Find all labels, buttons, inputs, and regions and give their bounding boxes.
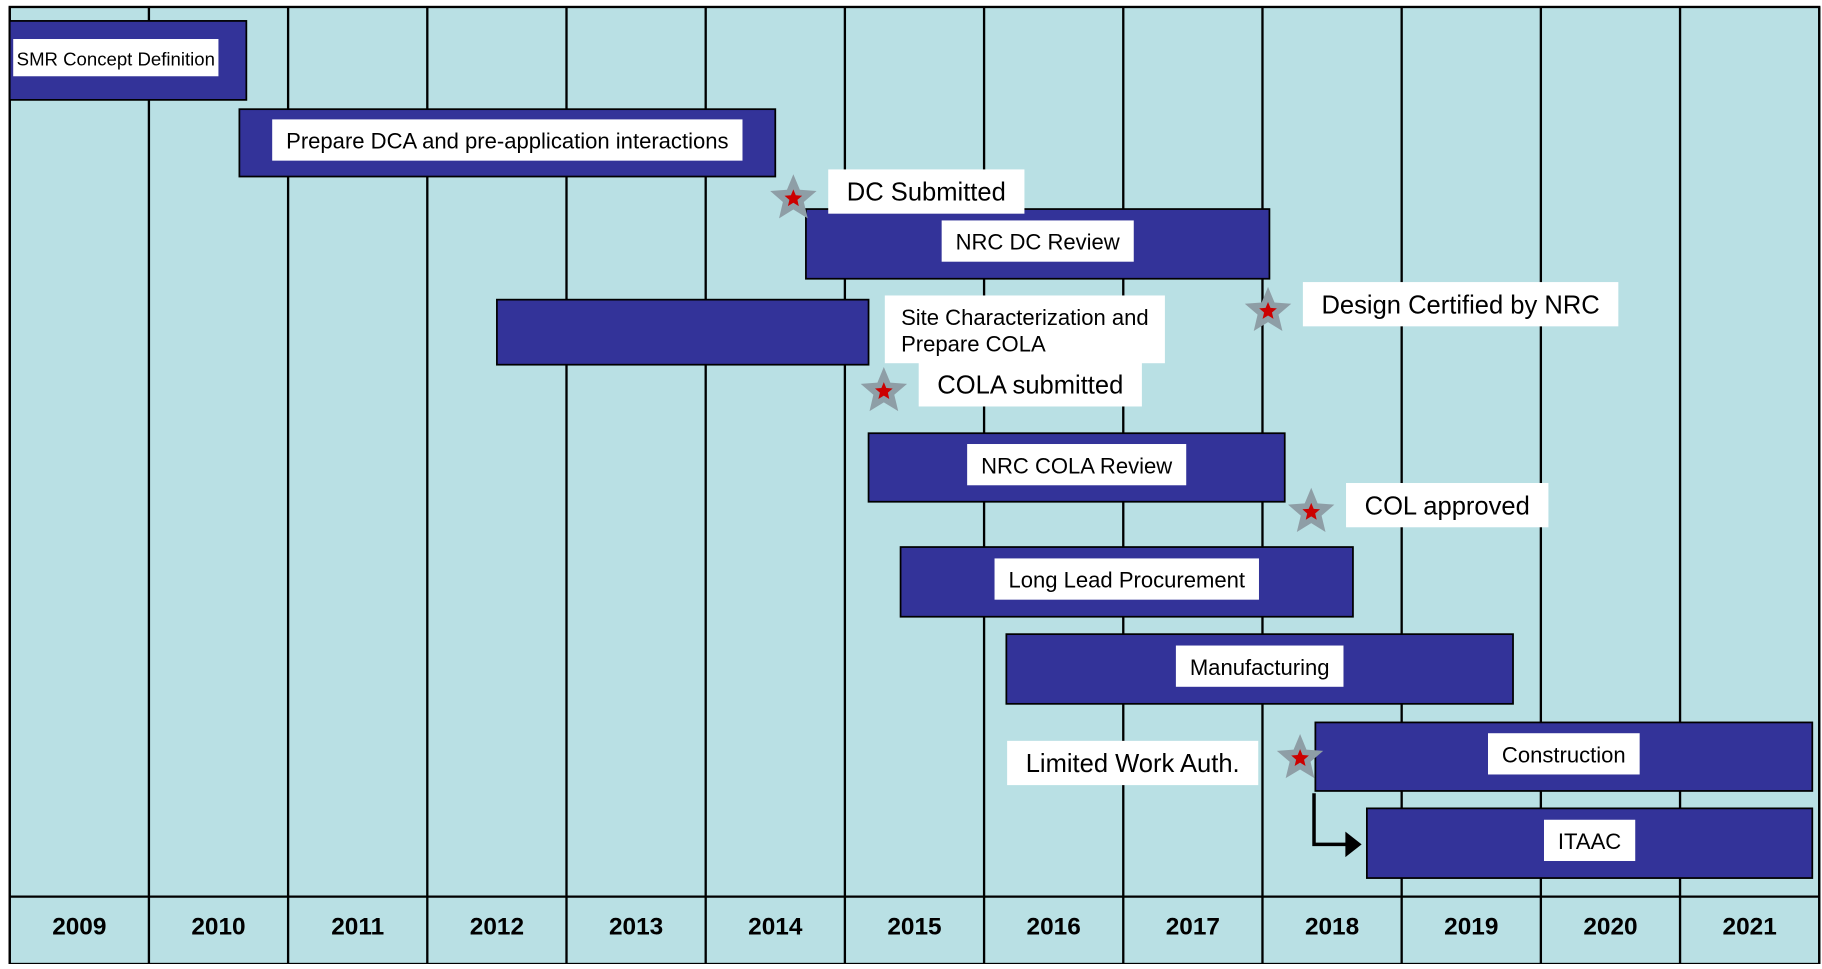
milestone-core [1291, 749, 1309, 766]
task-label: COLA submitted [937, 372, 1123, 400]
label-group: COLA submitted [918, 362, 1142, 407]
label-group: Construction [1488, 733, 1640, 775]
label-group: Design Certified by NRC [1302, 282, 1619, 327]
label-box [272, 119, 743, 161]
x-tick-label: 2014 [748, 913, 803, 940]
label-box [1346, 483, 1549, 528]
label-box [918, 362, 1142, 407]
task-bar [496, 298, 870, 366]
label-box [967, 444, 1187, 486]
label-box [828, 169, 1025, 214]
label-line: Site Characterization and [901, 305, 1149, 330]
milestone-core [1302, 502, 1321, 520]
milestone-core [874, 382, 893, 399]
label-box [994, 558, 1259, 600]
arrow-head [1345, 831, 1362, 858]
milestone-core [1259, 301, 1277, 319]
label-group: SMR Concept Definition [13, 39, 219, 77]
x-tick-label: 2010 [191, 913, 245, 940]
label-box [1543, 819, 1636, 862]
task-label: Limited Work Auth. [1026, 750, 1240, 778]
x-tick-label: 2020 [1583, 913, 1637, 940]
x-tick-label: 2017 [1166, 913, 1220, 940]
label-group: Limited Work Auth. [1007, 740, 1259, 786]
label-group: Prepare DCA and pre-application interact… [272, 119, 743, 161]
x-tick-label: 2015 [887, 913, 941, 940]
task-label: Construction [1502, 743, 1626, 768]
label-box [1007, 740, 1259, 786]
task-label: NRC COLA Review [981, 453, 1172, 478]
label-box [1488, 733, 1640, 775]
x-tick-label: 2012 [470, 913, 524, 940]
label-box [884, 295, 1165, 364]
label-group: Site Characterization and Prepare COLA [884, 295, 1165, 364]
label-group: NRC COLA Review [967, 444, 1187, 486]
x-tick-label: 2018 [1305, 913, 1359, 940]
task-label: Manufacturing [1190, 655, 1330, 680]
label-box [13, 39, 219, 77]
label-group: ITAAC [1543, 819, 1636, 862]
task-label: SMR Concept Definition [17, 48, 215, 69]
milestone-core [784, 189, 803, 207]
label-group: Long Lead Procurement [994, 558, 1259, 600]
task-label: Long Lead Procurement [1008, 568, 1245, 593]
label-box [1175, 645, 1344, 687]
task-label: DC Submitted [847, 179, 1006, 207]
x-tick-label: 2009 [52, 913, 106, 940]
label-group: COL approved [1346, 483, 1549, 528]
label-group: NRC DC Review [941, 220, 1134, 262]
x-tick-label: 2016 [1027, 913, 1081, 940]
label-line: Prepare COLA [901, 331, 1046, 356]
task-label: Site Characterization and Prepare COLA [901, 305, 1149, 356]
label-box [1302, 282, 1619, 327]
label-group: Manufacturing [1175, 645, 1344, 687]
label-group: DC Submitted [828, 169, 1025, 214]
dependency-arrow [1312, 793, 1348, 847]
x-tick-label: 2019 [1444, 913, 1498, 940]
task-label: NRC DC Review [956, 230, 1120, 255]
x-tick-label: 2011 [331, 913, 384, 940]
task-label: ITAAC [1558, 829, 1621, 854]
label-box [941, 220, 1134, 262]
x-tick-label: 2021 [1723, 913, 1777, 940]
task-label: Design Certified by NRC [1321, 291, 1599, 319]
task-label: COL approved [1365, 492, 1530, 520]
task-label: Prepare DCA and pre-application interact… [286, 129, 728, 154]
x-tick-label: 2013 [609, 913, 663, 940]
